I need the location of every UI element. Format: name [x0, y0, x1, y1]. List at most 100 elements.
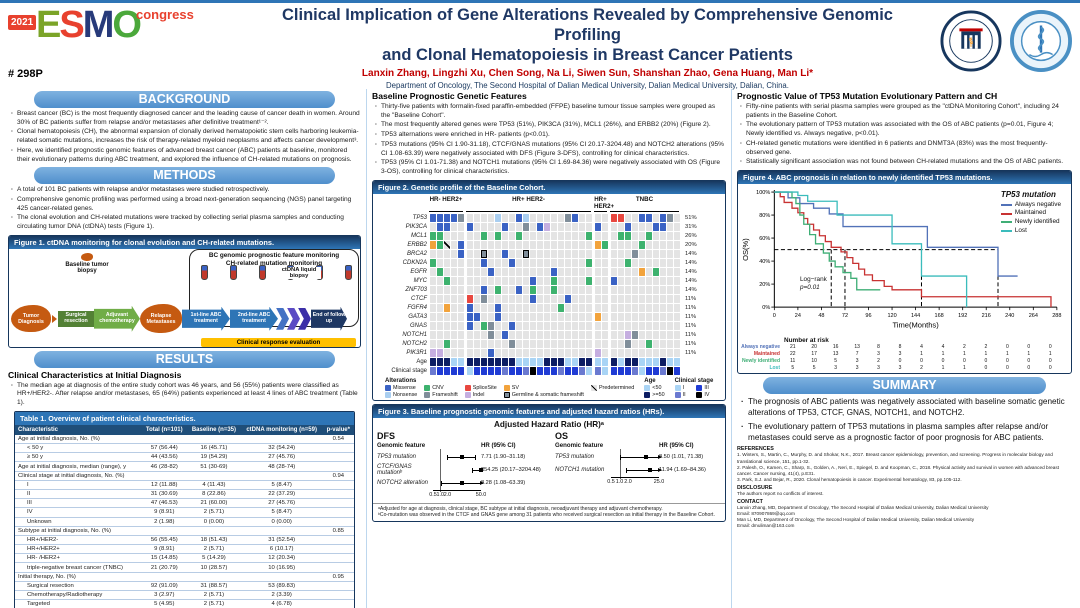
- km-legend-item: Always negative: [1000, 201, 1061, 210]
- figure1-box: Figure 1. ctDNA monitoring for clonal ev…: [8, 234, 361, 348]
- poster-number: # 298P: [8, 68, 43, 80]
- top-rule: [0, 0, 1080, 3]
- poster-body: BACKGROUND Breast cancer (BC) is the mos…: [0, 87, 1080, 608]
- figure3-footnotes: ᵃAdjusted for age at diagnosis, clinical…: [373, 502, 725, 521]
- km-legend-item: Newly identified: [1000, 218, 1061, 227]
- table-row: HR+/HER2+ 9 (8.91) 2 (5.71) 6 (10.17): [15, 544, 354, 555]
- svg-text:144: 144: [911, 313, 920, 319]
- results-bullets: The median age at diagnosis of the entir…: [8, 382, 361, 408]
- km-svg: 0 24 48 72 96 120 144 168 192 216 240 264 288 0% 20% 40…: [741, 189, 1061, 329]
- risk-row-label: Newly identified: [741, 358, 780, 365]
- disclosure-heading: DISCLOSURE: [737, 485, 773, 492]
- list-item: TP53 mutations (95% CI 1.90-31.18), CTCF…: [375, 141, 726, 158]
- list-item: Email: 870907869@qq.com: [737, 511, 795, 517]
- table-row: Subtype at initial diagnosis, No. (%) 0.8…: [15, 526, 354, 536]
- relapse-node: Relapse Metastases: [140, 304, 182, 334]
- title-block: Clinical Implication of Gene Alterations…: [243, 6, 932, 90]
- legend-item: Germline & somatic frameshift: [503, 391, 584, 398]
- second-hospital-logo: [1010, 10, 1072, 72]
- forest-row: TP53 mutation 7.71 (1.90–31.18): [377, 448, 526, 466]
- references-heading: REFERENCES: [737, 446, 774, 453]
- oncoprint-row: PIK3R1 11%: [406, 348, 697, 357]
- list-item: Thirty-five patients with formalin-fixed…: [375, 103, 726, 120]
- svg-text:288: 288: [1052, 313, 1061, 319]
- oncoprint-row: GNAS 11%: [409, 321, 697, 330]
- svg-text:OS(%): OS(%): [741, 238, 750, 261]
- forest-row: NOTCH1 mutation 11.94 (1.69–84.36): [555, 461, 706, 479]
- legend-item: III: [696, 384, 713, 391]
- oncoprint-row: ZNF703 14%: [405, 285, 697, 294]
- oncoprint-row: EGFR 14%: [410, 267, 697, 276]
- congress-label: congress: [136, 7, 194, 22]
- legend-item: Frameshift: [424, 391, 458, 398]
- legend-item: CNV: [424, 384, 457, 391]
- list-item: 2. Palesh, O., Kamen, C., Sharp, S., Gol…: [737, 464, 1060, 476]
- table-row: < 50 y 57 (56.44) 16 (45.71) 32 (54.24): [15, 443, 354, 454]
- figure3-box: Figure 3. Baseline prognostic genomic fe…: [372, 403, 726, 522]
- legend-item: Indel: [464, 391, 497, 398]
- risk-row-label: Lost: [769, 365, 780, 372]
- risk-row-label: Always negative: [741, 344, 780, 351]
- oncoprint-row: FGFR4 11%: [407, 303, 697, 312]
- table-row: Age at initial diagnosis, No. (%) 0.54: [15, 434, 354, 445]
- svg-text:0: 0: [773, 313, 776, 319]
- km-legend: TP53 mutation Always negative Maintained N…: [1000, 189, 1061, 234]
- table-row: IV 9 (8.91) 2 (5.71) 5 (8.47): [15, 507, 354, 518]
- svg-text:120: 120: [887, 313, 896, 319]
- middle-column: Baseline Prognostic Genetic Features Thi…: [366, 89, 732, 608]
- figure1-diagram: BC genomic prognostic feature monitoring…: [9, 248, 360, 347]
- test-tube-icon: [201, 264, 208, 280]
- authors: Lanxin Zhang, Lingzhi Xu, Chen Song, Na …: [361, 68, 814, 80]
- legend-item: Predetermined: [590, 384, 634, 391]
- km-legend-item: Maintained: [1000, 209, 1061, 218]
- baseline-features-bullets: Thirty-five patients with formalin-fixed…: [372, 103, 726, 177]
- first-line-arrow: 1st-line ABC treatment: [182, 306, 230, 331]
- baseline-biopsy-label: Baseline tumor biopsy: [61, 252, 113, 274]
- end-followup-arrow: End of follow up: [311, 306, 347, 331]
- list-item: 1. Winters, S., Martin, C., Murphy, D. a…: [737, 452, 1053, 464]
- surgical-resection-node: Surgical resection: [58, 310, 94, 327]
- disclosure-text: The authors report no conflicts of inter…: [737, 491, 1072, 497]
- table-row: Initial therapy, No. (%) 0.95: [15, 572, 354, 582]
- list-item: The most frequently altered genes were T…: [375, 121, 726, 130]
- table-row: ≥ 50 y 44 (43.56) 19 (54.29) 27 (45.76): [15, 452, 354, 463]
- prognostic-value-bullets: Fifty-nine patients with serial plasma s…: [737, 103, 1072, 167]
- list-item: Here, we identified prognostic genomic f…: [11, 147, 361, 164]
- table-row: II 31 (30.69) 8 (22.86) 22 (37.29): [15, 489, 354, 500]
- list-item: The prognosis of ABC patients was negati…: [741, 396, 1072, 418]
- tumor-diagnosis-node: Tumor Diagnosis: [11, 305, 51, 333]
- svg-text:20%: 20%: [759, 282, 770, 288]
- legend-item: I: [674, 384, 690, 391]
- list-item: The authors report no conflicts of inter…: [737, 491, 824, 497]
- table1-title: Table 1. Overview of patient clinical ch…: [15, 411, 354, 425]
- table-row: triple-negative breast cancer (TNBC) 21 (…: [15, 562, 354, 573]
- table-row: Chemotherapy/Radiotherapy 3 (2.97) 2 (5.71…: [15, 590, 354, 601]
- col-baseline: Baseline (n=35): [187, 424, 241, 435]
- svg-text:60%: 60%: [759, 236, 770, 242]
- svg-text:264: 264: [1029, 313, 1038, 319]
- col-characteristic: Characteristic: [15, 424, 142, 435]
- table-row: Unknown 2 (1.98) 0 (0.00) 0 (0.00): [15, 517, 354, 527]
- institution-logos: [932, 6, 1072, 72]
- figure4-box: Figure 4. ABC prognosis in relation to n…: [737, 169, 1072, 375]
- forest-plots: DFS Genomic feature HR (95% CI) TP53 mutati…: [373, 431, 725, 501]
- list-item: The evolutionary pattern of TP53 mutatio…: [741, 421, 1072, 443]
- table-row: Targeted 5 (4.95) 2 (5.71) 4 (6.78): [15, 599, 354, 608]
- svg-text:Time(Months): Time(Months): [892, 320, 939, 329]
- list-item: Breast cancer (BC) is the most frequentl…: [11, 110, 361, 127]
- legend-item: II: [674, 391, 690, 398]
- affiliation: Department of Oncology, The Second Hospi…: [386, 81, 789, 91]
- esmo-congress-logo: 2021 ESMO congress # 298P: [8, 6, 243, 80]
- svg-text:96: 96: [865, 313, 871, 319]
- summary-bullets: The prognosis of ABC patients was negati…: [737, 396, 1072, 443]
- forest-panel-dfs: DFS Genomic feature HR (95% CI) TP53 mutati…: [377, 431, 543, 501]
- background-bullets: Breast cancer (BC) is the most frequentl…: [8, 110, 361, 164]
- section-summary: SUMMARY: [763, 377, 1046, 395]
- svg-text:100%: 100%: [756, 190, 770, 196]
- section-background: BACKGROUND: [34, 91, 335, 108]
- legend-item: Nonsense: [385, 391, 417, 398]
- oncoprint-row: CDKN2A 14%: [402, 258, 697, 267]
- table-row: Age at initial diagnosis, median (range)…: [15, 461, 354, 472]
- monitoring-bracket: BC genomic prognostic feature monitoring…: [189, 248, 359, 327]
- legend-item: IV: [696, 391, 713, 398]
